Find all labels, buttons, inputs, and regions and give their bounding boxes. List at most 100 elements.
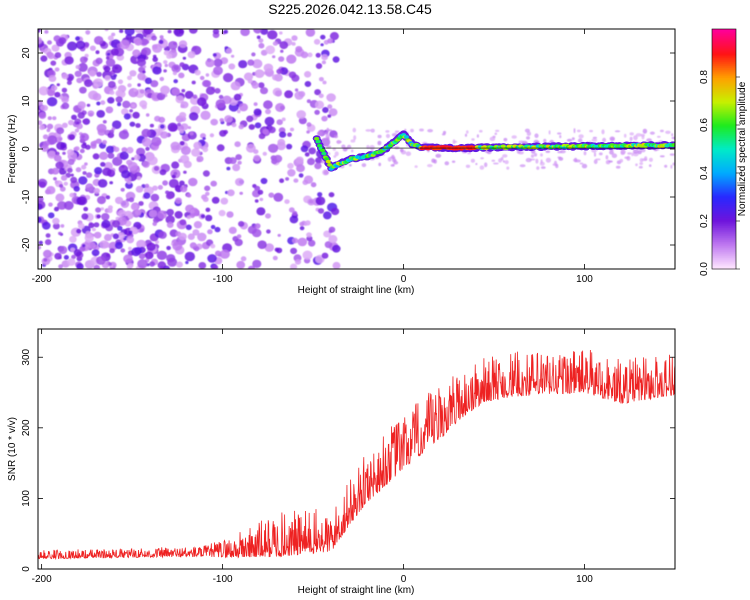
spectrogram-cell (193, 141, 202, 150)
spectrogram-cell (229, 157, 237, 165)
spectrogram-cell (191, 80, 196, 85)
spectrogram-cell (74, 128, 80, 133)
spectrogram-cell (38, 36, 43, 45)
spectrogram-cell (46, 186, 56, 195)
colorbar-segment (712, 79, 736, 82)
spectrogram-cell (226, 122, 231, 126)
colorbar-segment (712, 101, 736, 104)
spectrogram-cell (506, 166, 510, 170)
spectrogram-cell (247, 59, 255, 66)
spectrogram-cell (121, 147, 128, 153)
colorbar: 0.0 0.2 0.4 0.6 0.8 Normalized spectral ampl… (699, 28, 748, 276)
spectrogram-cell (159, 35, 164, 39)
colorbar-segment (712, 215, 736, 218)
colorbar-segment (712, 81, 736, 84)
spectrogram-cell (79, 148, 85, 154)
spectrogram-cell (181, 89, 186, 93)
spectrogram-cell (293, 178, 299, 183)
spectrogram-cell (120, 248, 126, 253)
spectrogram-cell (58, 264, 63, 269)
spectrogram-cell (595, 158, 601, 161)
spectrogram-cell (118, 130, 129, 140)
spectrogram-cell (263, 100, 273, 110)
spectrogram-cell (74, 146, 80, 152)
colorbar-segment (712, 147, 736, 150)
spectrogram-cell (321, 60, 326, 65)
spectrogram-cell (50, 60, 57, 66)
spectrogram-cell (156, 250, 167, 260)
spectrogram-cell (511, 135, 517, 139)
spectrogram-cell (76, 263, 84, 269)
spectrogram-cell (126, 236, 135, 244)
colorbar-segment (712, 105, 736, 108)
spectrogram-cell (526, 136, 530, 140)
spectrogram-cell (583, 151, 587, 156)
spectrogram-cell (106, 52, 111, 56)
spectrogram-cell (91, 227, 96, 232)
spectrogram-cell (263, 63, 274, 73)
spectrogram-cell (251, 52, 256, 57)
spectrogram-cell (92, 153, 100, 160)
spectrogram-cell (79, 86, 87, 94)
spectrogram-cell (180, 101, 189, 109)
spectrogram-cell (145, 146, 150, 151)
spectrogram-cell (346, 144, 352, 150)
spectrogram-cell (602, 137, 607, 143)
spectrogram-cell (194, 69, 201, 76)
colorbar-segment (712, 73, 736, 76)
spectrogram-cell (252, 259, 262, 269)
spectrogram-cell (243, 72, 254, 81)
spectrogram-cell (62, 122, 68, 128)
spectrogram-cell (189, 131, 194, 136)
spectrogram-cell (134, 29, 144, 34)
spectrogram-cell (138, 253, 146, 260)
colorbar-segment (712, 217, 736, 220)
spectrogram-cell (185, 224, 192, 231)
spectrogram-cell (479, 165, 485, 170)
spectrogram-cell (56, 83, 60, 87)
x-tick-label: -100 (213, 574, 233, 585)
spectrogram-cell (281, 117, 286, 122)
spectrogram-cell (267, 30, 278, 40)
spectrogram-cell (223, 29, 228, 34)
spectrogram-cell (491, 159, 496, 162)
spectrogram-cell (285, 177, 290, 181)
spectrogram-cell (632, 148, 639, 154)
spectrogram-cell (615, 165, 621, 169)
spectrogram-cell (56, 136, 63, 142)
spectrogram-cell (526, 131, 532, 136)
spectrogram-cell (214, 226, 221, 233)
colorbar-segment (712, 69, 736, 72)
spectrogram-cell (51, 167, 60, 175)
spectrogram-cell (132, 111, 140, 119)
spectrogram-cell (592, 136, 598, 139)
spectrogram-cell (306, 130, 310, 134)
spectrogram-cell (298, 117, 307, 125)
spectrogram-cell (234, 141, 241, 148)
colorbar-segment (712, 245, 736, 248)
spectrogram-cell (75, 64, 81, 70)
colorbar-segment (712, 113, 736, 116)
spectrogram-cell (101, 213, 110, 221)
x-tick-label: 100 (576, 574, 593, 585)
spectrogram-cell (158, 116, 166, 123)
spectrogram-cell (117, 225, 123, 231)
spectrogram-cell (152, 221, 157, 226)
spectrogram-cell (78, 176, 88, 185)
spectrogram-cell (315, 196, 326, 206)
spectrogram-cell (60, 142, 67, 149)
spectrogram-cell (84, 233, 94, 243)
spectrogram-cell (193, 221, 202, 229)
colorbar-segment (712, 243, 736, 246)
colorbar-segment (712, 149, 736, 152)
spectrogram-cell (140, 49, 148, 55)
x-tick-label: 100 (576, 274, 593, 285)
figure-title: S225.2026.042.13.58.C45 (268, 1, 432, 17)
colorbar-segment (712, 155, 736, 158)
spectrogram-cell (370, 128, 375, 133)
spectrogram-cell (93, 188, 101, 194)
spectrogram-cell (279, 31, 283, 35)
spectrogram-cell (183, 170, 187, 174)
spectrogram-cell (88, 222, 95, 229)
